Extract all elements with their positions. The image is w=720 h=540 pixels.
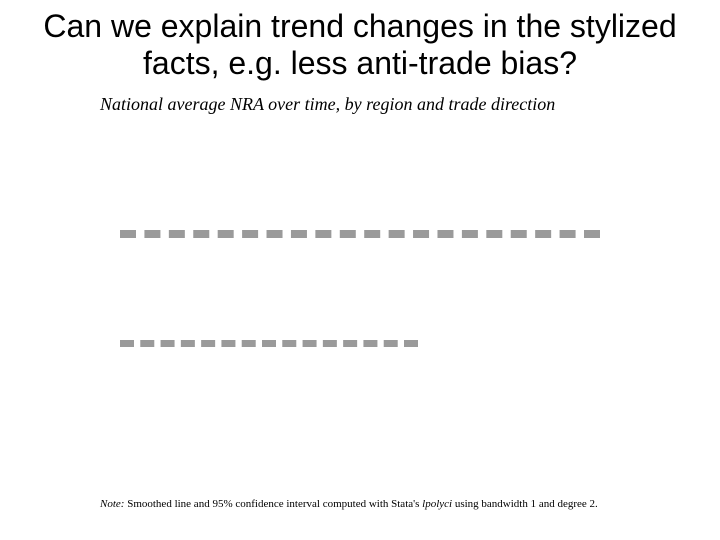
chart-subtitle: National average NRA over time, by regio…: [0, 82, 720, 115]
chart-dashed-line-top: [120, 230, 600, 238]
slide-title: Can we explain trend changes in the styl…: [0, 0, 720, 82]
chart-area: [120, 180, 600, 460]
footnote-text-a: Smoothed line and 95% confidence interva…: [127, 498, 422, 510]
chart-footnote: Note: Smoothed line and 95% confidence i…: [100, 498, 598, 510]
footnote-italic-term: lpolyci: [422, 498, 452, 510]
footnote-prefix: Note:: [100, 498, 127, 510]
chart-dashed-line-bottom: [120, 340, 418, 347]
footnote-text-b: using bandwidth 1 and degree 2.: [452, 498, 598, 510]
